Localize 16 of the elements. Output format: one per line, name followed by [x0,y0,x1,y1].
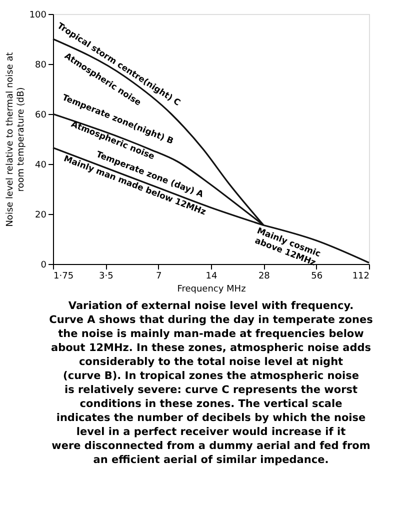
y-tick-label: 60 [35,110,47,120]
y-tick-label: 80 [35,60,47,70]
y-tick-label: 40 [35,160,47,170]
x-tick-label: 56 [311,272,323,282]
text: Variation of external noise level with frequency. Curve A shows that during the day in temperate zones the noise is mainly man-made at frequencies below about 12MHz. In these zones, atmospheric noise adds considerably to the total noise level at night (curve B). In tropical zones the atmospheric noise is relatively severe: curve C represents the worst conditions in these zones. The vertical scale indicates the number of decibels by which the noise level in a perfect receiver would increase if it were disconnected from a dummy aerial and fed from an efficient aerial of similar impedance. [49,300,373,466]
y-tick-label: 100 [29,10,47,20]
x-tick-label: 1·75 [54,272,74,282]
x-tick-label: 14 [206,272,218,282]
y-axis-title: Noise level relative to thermal noise at room temperature (dB) [5,52,26,227]
x-tick-label: 28 [258,272,270,282]
x-tick-label: 7 [156,272,162,282]
x-tick-label: 3·5 [99,272,114,282]
x-axis-title: Frequency MHz [177,284,246,294]
x-tick-label: 112 [352,272,370,282]
y-tick-label: 20 [35,210,47,220]
y-tick-label: 0 [40,260,47,270]
